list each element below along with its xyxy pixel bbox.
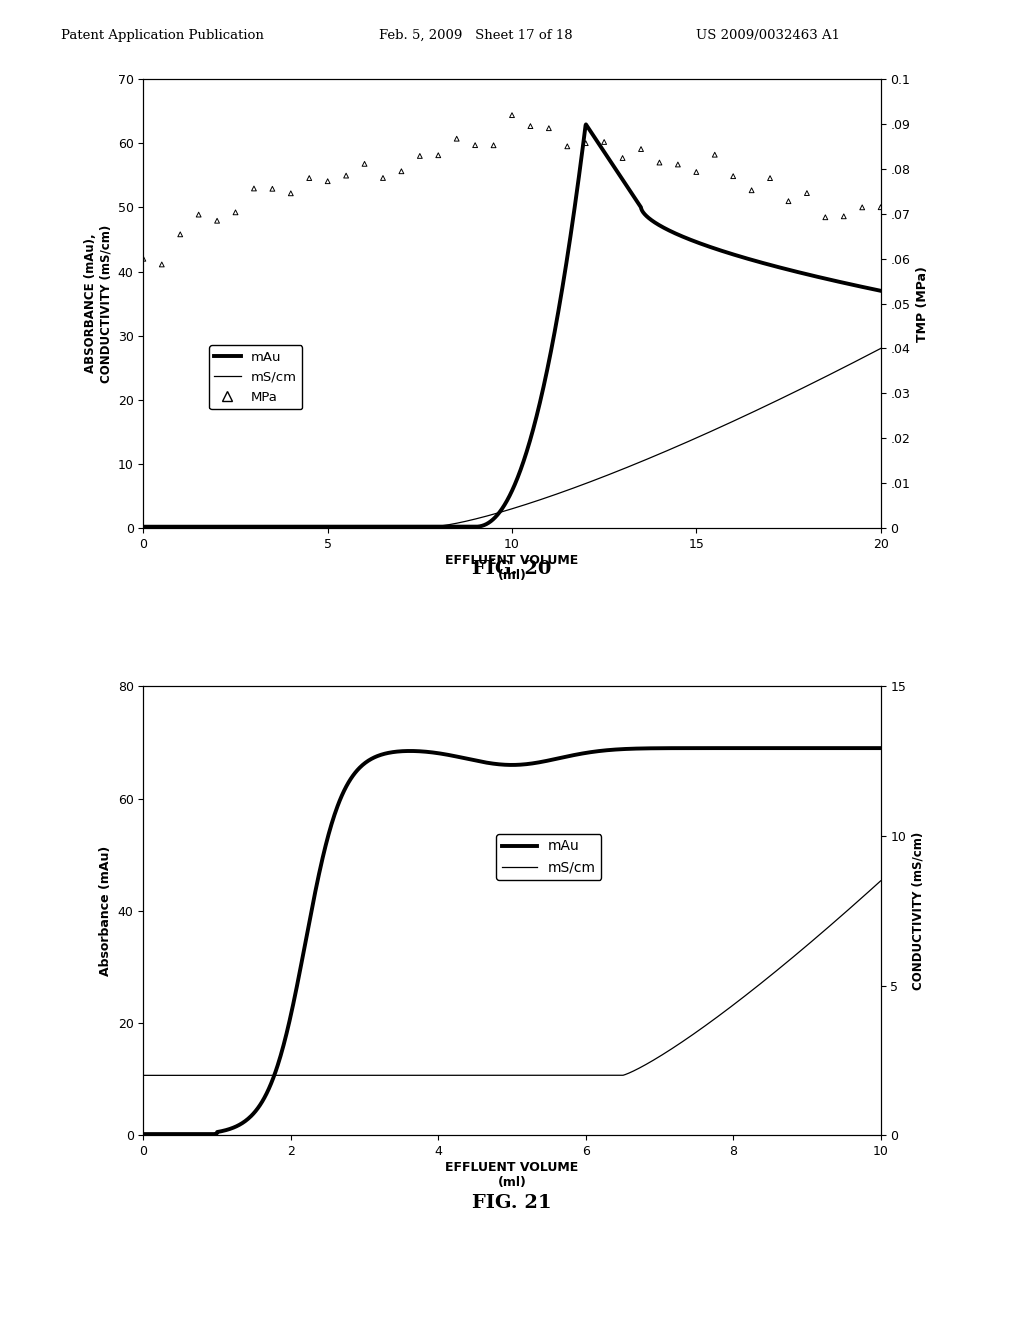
Point	[135, 248, 152, 269]
Text: FIG. 20: FIG. 20	[472, 560, 552, 578]
Point	[209, 210, 225, 231]
Point	[596, 132, 612, 153]
Point	[375, 168, 391, 189]
Point	[541, 117, 557, 139]
Point	[412, 145, 428, 166]
Point	[172, 224, 188, 246]
Point	[670, 154, 686, 176]
Point	[154, 253, 170, 275]
Point	[319, 170, 336, 191]
Y-axis label: Absorbance (mAu): Absorbance (mAu)	[99, 846, 112, 975]
Point	[799, 182, 815, 203]
Point	[633, 139, 649, 160]
Point	[762, 168, 778, 189]
Point	[190, 205, 207, 226]
Point	[707, 144, 723, 165]
Point	[651, 152, 668, 173]
Point	[227, 202, 244, 223]
Point	[578, 132, 594, 153]
Point	[504, 104, 520, 125]
Point	[356, 153, 373, 174]
Point	[522, 116, 539, 137]
Point	[338, 165, 354, 186]
Point	[725, 165, 741, 186]
Point	[430, 145, 446, 166]
Point	[836, 206, 852, 227]
Text: US 2009/0032463 A1: US 2009/0032463 A1	[696, 29, 841, 42]
Point	[817, 207, 834, 228]
Point	[559, 136, 575, 157]
Point	[283, 182, 299, 203]
Point	[264, 178, 281, 199]
Text: Feb. 5, 2009   Sheet 17 of 18: Feb. 5, 2009 Sheet 17 of 18	[379, 29, 572, 42]
Point	[449, 128, 465, 149]
Point	[688, 161, 705, 182]
Y-axis label: TMP (MPa): TMP (MPa)	[915, 265, 929, 342]
Point	[467, 135, 483, 156]
Point	[872, 197, 889, 218]
Point	[301, 168, 317, 189]
Point	[854, 197, 870, 218]
Text: FIG. 21: FIG. 21	[472, 1193, 552, 1212]
Y-axis label: ABSORBANCE (mAu),
CONDUCTIVITY (mS/cm): ABSORBANCE (mAu), CONDUCTIVITY (mS/cm)	[84, 224, 112, 383]
Legend: mAu, mS/cm: mAu, mS/cm	[497, 834, 601, 880]
Point	[393, 161, 410, 182]
X-axis label: EFFLUENT VOLUME
(ml): EFFLUENT VOLUME (ml)	[445, 1160, 579, 1189]
Text: Patent Application Publication: Patent Application Publication	[61, 29, 264, 42]
Point	[780, 190, 797, 211]
X-axis label: EFFLUENT VOLUME
(ml): EFFLUENT VOLUME (ml)	[445, 553, 579, 582]
Legend: mAu, mS/cm, MPa: mAu, mS/cm, MPa	[209, 346, 302, 409]
Point	[743, 180, 760, 201]
Point	[246, 178, 262, 199]
Point	[614, 148, 631, 169]
Y-axis label: CONDUCTIVITY (mS/cm): CONDUCTIVITY (mS/cm)	[911, 832, 925, 990]
Point	[485, 135, 502, 156]
